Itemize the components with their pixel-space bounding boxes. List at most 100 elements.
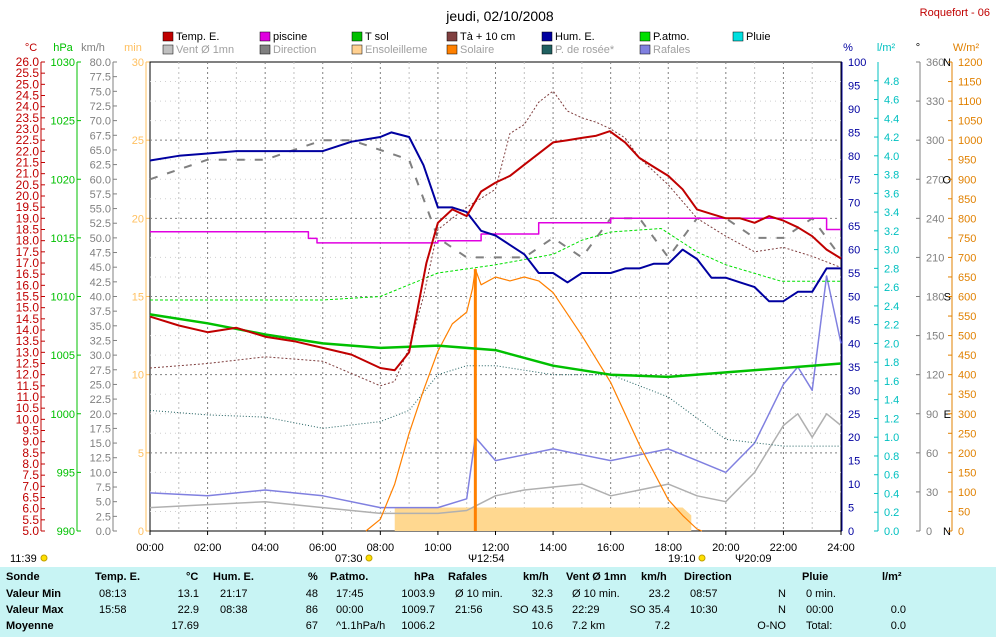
axis-label-press: 1030 <box>51 57 75 69</box>
axis-label-wind: 42.5 <box>90 277 111 289</box>
axis-label-hum: 60 <box>848 245 860 257</box>
legend-swatch <box>541 44 553 55</box>
axis-label-temp: 21.5 <box>16 156 40 170</box>
legend-label: Pluie <box>746 31 770 43</box>
axis-label-solar: 750 <box>958 233 976 245</box>
station-name: Roquefort - 06 <box>920 7 990 19</box>
axis-label-hum: 90 <box>848 104 860 116</box>
axis-label-rain: 1.8 <box>884 357 899 369</box>
axis-label-wind: 15.0 <box>90 438 111 450</box>
axis-label-wind: 17.5 <box>90 423 111 435</box>
stats-pl-val: 0.0 <box>890 604 906 616</box>
axis-label-wind: 0.0 <box>96 526 111 538</box>
stats-h-time: 08:38 <box>220 604 248 616</box>
axis-label-wind: 25.0 <box>90 379 111 391</box>
axis-unit-press: hPa <box>53 42 73 54</box>
axis-unit-solar: W/m² <box>953 42 980 54</box>
stats-r-val: SO 43.5 <box>512 604 553 616</box>
axis-label-wind: 62.5 <box>90 160 111 172</box>
stats-pl-time: 0 min. <box>806 588 836 600</box>
axis-label-rain: 0.4 <box>884 488 899 500</box>
axis-label-hum: 5 <box>848 503 854 515</box>
stats-header-gusts: Rafales <box>448 571 488 583</box>
stats-r-time: 21:56 <box>455 604 483 616</box>
sun-icon <box>365 554 373 562</box>
stats-header-direction: Direction <box>684 571 732 583</box>
axis-label-temp: 6.0 <box>22 502 39 516</box>
axis-label-sun: 20 <box>132 213 144 225</box>
axis-label-wind: 50.0 <box>90 233 111 245</box>
marker-moonrise: 20:09 <box>744 553 772 565</box>
axis-label-press: 1010 <box>51 292 75 304</box>
axis-label-wind: 10.0 <box>90 467 111 479</box>
series-t-10-cm <box>149 90 842 387</box>
axis-label-press: 1025 <box>51 116 75 128</box>
series-p-de-ros-e <box>149 365 841 447</box>
series-ensoleilleme <box>394 507 692 531</box>
stats-label: Valeur Max <box>6 604 64 616</box>
axis-label-rain: 1.0 <box>884 432 899 444</box>
axis-unit-temp: °C <box>25 42 37 54</box>
stats-pl-time: Total: <box>806 620 833 632</box>
stats-h-time: 21:17 <box>220 588 248 600</box>
stats-header-gusts-unit: km/h <box>523 571 549 583</box>
axis-label-temp: 11.0 <box>17 390 40 404</box>
axis-label-wind: 77.5 <box>90 72 111 84</box>
axis-label-sun: 0 <box>138 526 144 538</box>
marker-noon: 12:54 <box>477 553 505 565</box>
axis-label-temp: 7.0 <box>22 479 39 493</box>
axis-label-temp: 8.0 <box>22 457 39 471</box>
legend-label: Ensoleilleme <box>365 44 427 56</box>
stats-header-hum: Hum. E. <box>213 571 254 583</box>
legend-swatch <box>259 31 271 42</box>
chart-legend: Temp. E. piscine T sol Tà + 10 cm Hum. E. P.a… <box>162 31 770 56</box>
marker-sunrise: 07:30 <box>335 553 363 565</box>
axis-label-press: 990 <box>57 526 75 538</box>
axis-label-hum: 55 <box>848 268 860 280</box>
axis-label-rain: 3.2 <box>884 226 899 238</box>
axis-label-temp: 16.5 <box>16 267 40 281</box>
axis-compass-dir: N <box>943 526 951 538</box>
axis-label-solar: 700 <box>958 252 976 264</box>
axis-label-rain: 1.6 <box>884 376 899 388</box>
legend-swatch <box>162 44 174 55</box>
axis-label-wind: 37.5 <box>90 306 111 318</box>
axis-label-solar: 50 <box>958 506 970 518</box>
time-tick-label: 24:00 <box>827 542 855 554</box>
axis-label-temp: 15.0 <box>16 301 40 315</box>
legend-label: Tà + 10 cm <box>460 31 515 43</box>
stats-header-temp-unit: °C <box>186 571 199 583</box>
time-tick-label: 10:00 <box>424 542 452 554</box>
axis-label-rain: 2.4 <box>884 301 899 313</box>
axis-label-temp: 5.5 <box>22 513 39 527</box>
axis-label-temp: 24.0 <box>16 100 40 114</box>
axis-label-temp: 8.5 <box>22 446 39 460</box>
axis-label-temp: 16.0 <box>16 278 40 292</box>
axis-label-rain: 4.2 <box>884 132 899 144</box>
stats-d-val: N <box>778 604 786 616</box>
axis-label-press: 995 <box>57 467 75 479</box>
axis-label-wind: 7.5 <box>96 482 111 494</box>
axis-label-rain: 4.8 <box>884 76 899 88</box>
stats-pl-time: 00:00 <box>806 604 834 616</box>
axis-label-dir: 210 <box>926 252 944 264</box>
axis-label-temp: 9.5 <box>22 424 39 438</box>
axis-label-wind: 65.0 <box>90 145 111 157</box>
axis-label-sun: 5 <box>138 448 144 460</box>
axis-label-wind: 47.5 <box>90 248 111 260</box>
stats-t-val: 22.9 <box>177 604 199 616</box>
stats-t-val: 13.1 <box>177 588 199 600</box>
legend-label: Direction <box>273 44 316 56</box>
time-axis: 00:00 02:00 04:00 06:00 08:00 10:00 12:00 14:00… <box>136 531 855 554</box>
axis-label-press: 1015 <box>51 233 75 245</box>
series-vent-1mn <box>149 413 842 515</box>
axis-label-temp: 17.5 <box>16 245 40 259</box>
axis-label-rain: 4.6 <box>884 95 899 107</box>
stats-d-time: 10:30 <box>690 604 718 616</box>
axis-label-solar: 200 <box>958 448 976 460</box>
legend-swatch <box>541 31 553 42</box>
axis-label-temp: 25.5 <box>16 66 40 80</box>
axis-label-temp: 19.0 <box>16 211 40 225</box>
axis-label-dir: 30 <box>926 487 938 499</box>
axis-label-dir: 360 <box>926 57 944 69</box>
